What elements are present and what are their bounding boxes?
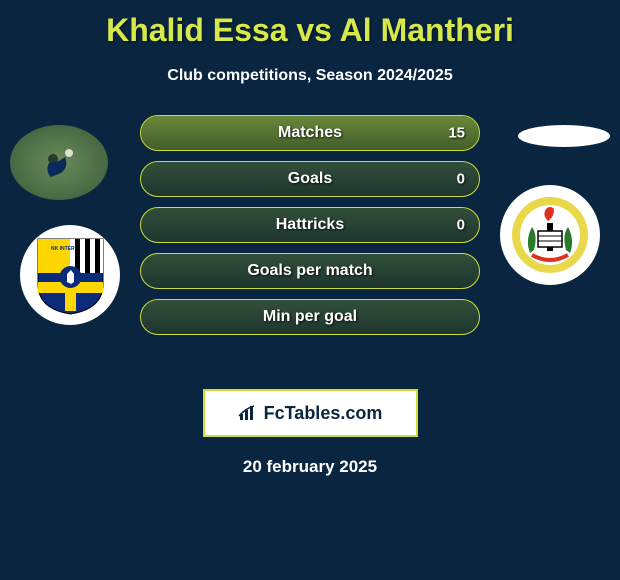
bar-chart-icon — [238, 404, 260, 422]
stat-label: Goals per match — [247, 262, 372, 280]
date-label: 20 february 2025 — [0, 457, 620, 477]
subtitle: Club competitions, Season 2024/2025 — [0, 67, 620, 85]
stat-row-goals-per-match: Goals per match — [140, 253, 480, 289]
stat-row-goals: Goals 0 — [140, 161, 480, 197]
stat-label: Goals — [288, 170, 332, 188]
fctables-logo[interactable]: FcTables.com — [203, 389, 418, 437]
page-title: Khalid Essa vs Al Mantheri — [0, 0, 620, 49]
stat-row-hattricks: Hattricks 0 — [140, 207, 480, 243]
player-right-avatar — [518, 125, 610, 147]
club-right-badge — [500, 185, 600, 285]
club-left-badge: NK INTER — [20, 225, 120, 325]
stat-label: Matches — [278, 124, 342, 142]
comparison-area: NK INTER Matches15Goals0Hattricks0Goals … — [0, 115, 620, 375]
stat-label: Hattricks — [276, 216, 344, 234]
goalkeeper-icon — [39, 143, 79, 183]
emblem-icon — [510, 195, 590, 275]
stat-label: Min per goal — [263, 308, 357, 326]
logo-text: FcTables.com — [264, 403, 383, 424]
svg-text:NK INTER: NK INTER — [51, 246, 75, 252]
stat-row-min-per-goal: Min per goal — [140, 299, 480, 335]
shield-icon: NK INTER — [33, 234, 108, 316]
stat-row-matches: Matches 15 — [140, 115, 480, 151]
player-left-avatar — [10, 125, 108, 200]
stat-value-right: 0 — [457, 171, 465, 188]
stat-value-right: 0 — [457, 217, 465, 234]
stat-value-right: 15 — [448, 125, 465, 142]
